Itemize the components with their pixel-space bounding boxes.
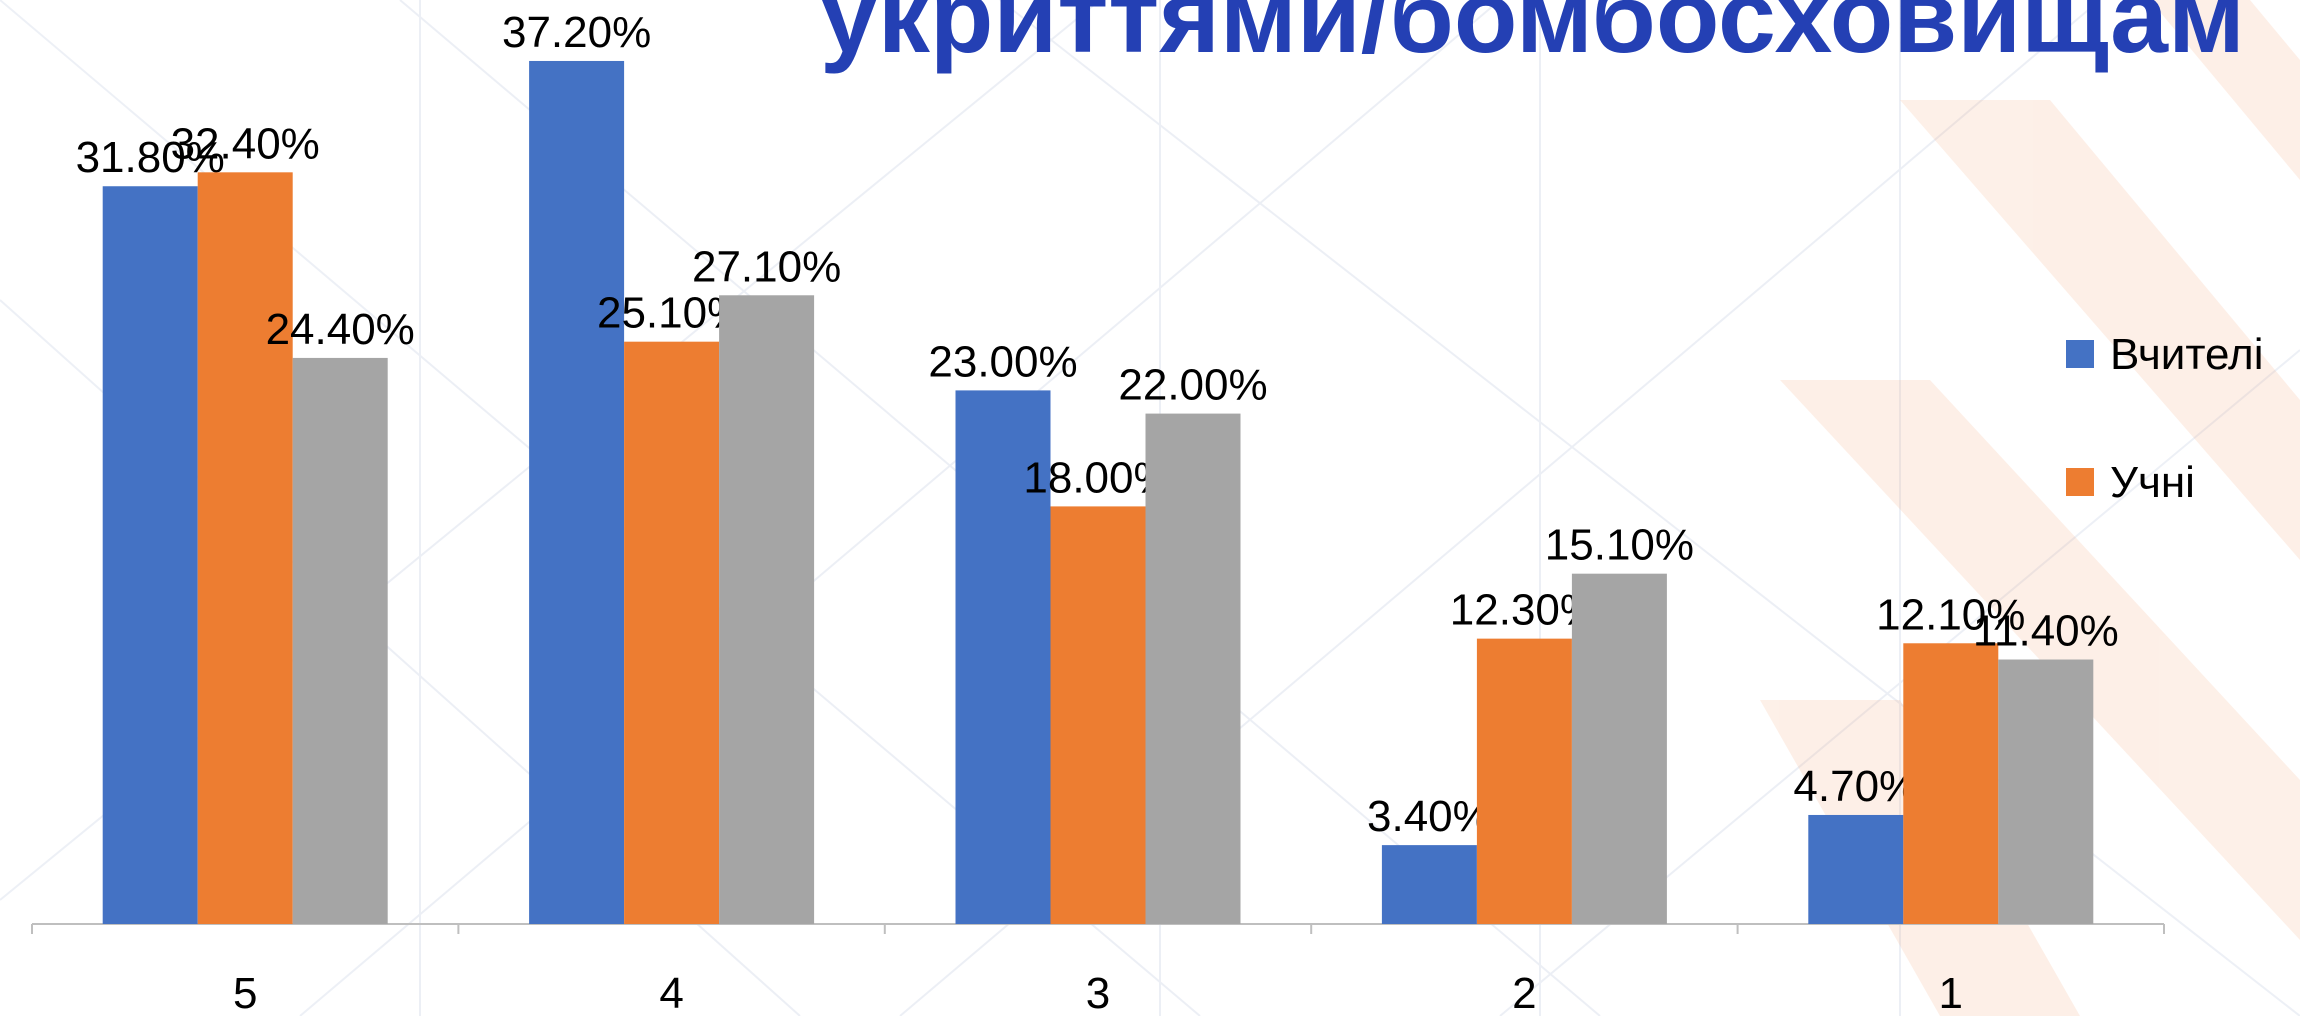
data-label: 12.10% [1876, 590, 2025, 639]
bar [624, 341, 720, 924]
x-tick-label: 1 [1939, 969, 1963, 1016]
bar [529, 60, 625, 924]
chart-title: укриттями/бомбосховищам [820, 0, 2245, 75]
bar [102, 186, 198, 925]
legend-swatch [2066, 468, 2094, 496]
legend-label: Учні [2110, 458, 2195, 507]
x-tick-label: 5 [233, 969, 257, 1016]
data-label: 3.40% [1367, 792, 1492, 841]
bar [197, 172, 293, 924]
x-tick-label: 4 [659, 969, 683, 1016]
data-label: 4.70% [1793, 762, 1918, 811]
data-label: 27.10% [692, 242, 841, 291]
bar [1145, 413, 1241, 924]
data-label: 11.40% [1973, 607, 2119, 656]
data-label: 15.10% [1545, 521, 1694, 570]
bar [1998, 659, 2094, 924]
bar [1571, 573, 1667, 924]
data-label: 23.00% [928, 337, 1077, 386]
bar [1050, 506, 1146, 924]
bar [292, 357, 388, 924]
bar [1903, 643, 1999, 924]
x-tick-label: 2 [1512, 969, 1536, 1016]
legend-label: Вчителі [2110, 330, 2264, 379]
bar [719, 295, 815, 924]
data-label: 24.40% [266, 305, 415, 354]
bar [1476, 638, 1572, 924]
bar [1381, 845, 1477, 924]
legend-swatch [2066, 340, 2094, 368]
data-label: 32.40% [171, 119, 320, 168]
bar [1808, 814, 1904, 924]
data-label: 37.20% [502, 8, 651, 57]
data-label: 22.00% [1118, 361, 1267, 410]
x-tick-label: 3 [1086, 969, 1110, 1016]
bar [955, 390, 1051, 924]
